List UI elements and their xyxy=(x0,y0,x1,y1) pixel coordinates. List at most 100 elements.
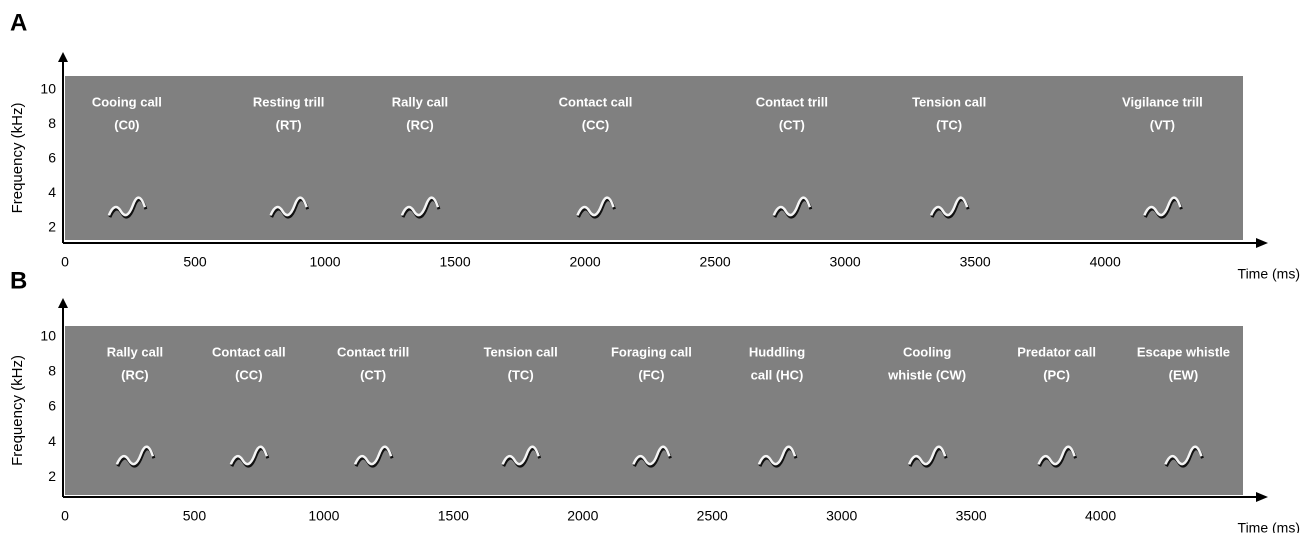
call-code: (RT) xyxy=(276,117,302,132)
call-trace-shadow xyxy=(108,198,148,219)
call-code: (CT) xyxy=(360,367,386,382)
x-axis-arrow xyxy=(1256,238,1268,248)
x-tick-label: 2500 xyxy=(700,254,731,270)
x-axis-arrow xyxy=(1256,492,1268,502)
call-trace xyxy=(907,445,947,466)
call-trace-shadow xyxy=(758,447,798,468)
call-code: (VT) xyxy=(1150,117,1175,132)
call-name: Resting trill xyxy=(253,94,325,109)
y-axis-label: Frequency (kHz) xyxy=(9,103,26,214)
call-trace xyxy=(930,196,969,217)
call-name: Cooing call xyxy=(92,94,162,109)
call-trace xyxy=(269,196,308,217)
call-code: (CC) xyxy=(582,117,609,132)
call-trace-shadow xyxy=(908,447,948,468)
x-tick-label: 500 xyxy=(183,254,207,270)
call-trace-shadow xyxy=(230,447,270,468)
y-tick-label: 6 xyxy=(48,150,56,166)
call-code: (EW) xyxy=(1169,367,1199,382)
spectrogram-background xyxy=(65,76,1243,240)
panel-letter: A xyxy=(10,9,27,36)
x-tick-label: 4000 xyxy=(1085,508,1116,524)
call-trace xyxy=(772,196,812,217)
call-name: Foraging call xyxy=(611,344,692,359)
call-name: Cooling xyxy=(903,344,951,359)
call-trace-shadow xyxy=(1144,198,1183,219)
call-trace xyxy=(501,445,540,466)
call-name: Contact trill xyxy=(337,344,409,359)
call-trace xyxy=(632,445,671,466)
call-code: (CT) xyxy=(779,117,805,132)
call-trace xyxy=(400,196,440,217)
call-trace-shadow xyxy=(930,198,970,219)
call-code: (PC) xyxy=(1043,367,1070,382)
call-name: Contact call xyxy=(212,344,286,359)
call-trace xyxy=(107,196,147,217)
y-tick-label: 2 xyxy=(48,219,56,235)
x-axis-label: Time (ms) xyxy=(1238,266,1300,282)
x-tick-label: 0 xyxy=(61,508,69,524)
call-trace-shadow xyxy=(401,198,441,219)
x-tick-label: 2000 xyxy=(567,508,598,524)
call-trace xyxy=(1143,196,1182,217)
call-code: (TC) xyxy=(936,117,962,132)
call-code: (CC) xyxy=(235,367,262,382)
call-name: Contact trill xyxy=(756,94,828,109)
call-trace xyxy=(115,445,155,466)
x-tick-label: 3000 xyxy=(830,254,861,270)
x-tick-label: 3500 xyxy=(956,508,987,524)
y-tick-label: 10 xyxy=(40,327,56,343)
call-code: (TC) xyxy=(508,367,534,382)
call-code: (RC) xyxy=(406,117,433,132)
call-trace xyxy=(1037,445,1076,466)
x-tick-label: 2500 xyxy=(697,508,728,524)
call-name: Huddling xyxy=(749,344,805,359)
call-name: Rally call xyxy=(107,344,163,359)
call-trace xyxy=(757,445,797,466)
y-tick-label: 8 xyxy=(48,115,56,131)
call-code: (C0) xyxy=(114,117,139,132)
x-tick-label: 1500 xyxy=(439,254,470,270)
y-axis-arrow xyxy=(58,52,68,62)
call-trace-shadow xyxy=(116,447,156,468)
x-tick-label: 1500 xyxy=(438,508,469,524)
x-tick-label: 500 xyxy=(183,508,207,524)
call-trace-shadow xyxy=(1038,447,1078,468)
call-trace-shadow xyxy=(773,198,813,219)
call-name: Escape whistle xyxy=(1137,344,1230,359)
x-tick-label: 2000 xyxy=(570,254,601,270)
call-code: call (HC) xyxy=(751,367,804,382)
call-trace-shadow xyxy=(502,447,542,468)
x-tick-label: 0 xyxy=(61,254,69,270)
x-tick-label: 4000 xyxy=(1090,254,1121,270)
call-trace-shadow xyxy=(270,198,310,219)
call-trace-shadow xyxy=(1165,447,1204,468)
call-name: Predator call xyxy=(1017,344,1096,359)
call-name: Rally call xyxy=(392,94,448,109)
y-axis-arrow xyxy=(58,298,68,308)
x-axis-label: Time (ms) xyxy=(1238,520,1300,533)
call-code: (RC) xyxy=(121,367,148,382)
y-tick-label: 8 xyxy=(48,362,56,378)
y-tick-label: 6 xyxy=(48,398,56,414)
call-trace xyxy=(576,196,615,217)
y-tick-label: 10 xyxy=(40,81,56,97)
call-name: Contact call xyxy=(559,94,633,109)
call-trace-shadow xyxy=(577,198,616,219)
call-trace xyxy=(1164,445,1203,466)
call-trace xyxy=(229,445,269,466)
y-axis-label: Frequency (kHz) xyxy=(9,355,26,466)
y-tick-label: 4 xyxy=(48,184,56,200)
call-name: Vigilance trill xyxy=(1122,94,1203,109)
y-tick-label: 4 xyxy=(48,433,56,449)
call-code: (FC) xyxy=(638,367,664,382)
x-tick-label: 1000 xyxy=(308,508,339,524)
x-tick-label: 3500 xyxy=(960,254,991,270)
call-trace-shadow xyxy=(633,447,672,468)
call-trace xyxy=(353,445,393,466)
x-tick-label: 3000 xyxy=(826,508,857,524)
panel-letter: B xyxy=(10,267,27,294)
call-code: whistle (CW) xyxy=(887,367,966,382)
call-trace-shadow xyxy=(354,447,394,468)
